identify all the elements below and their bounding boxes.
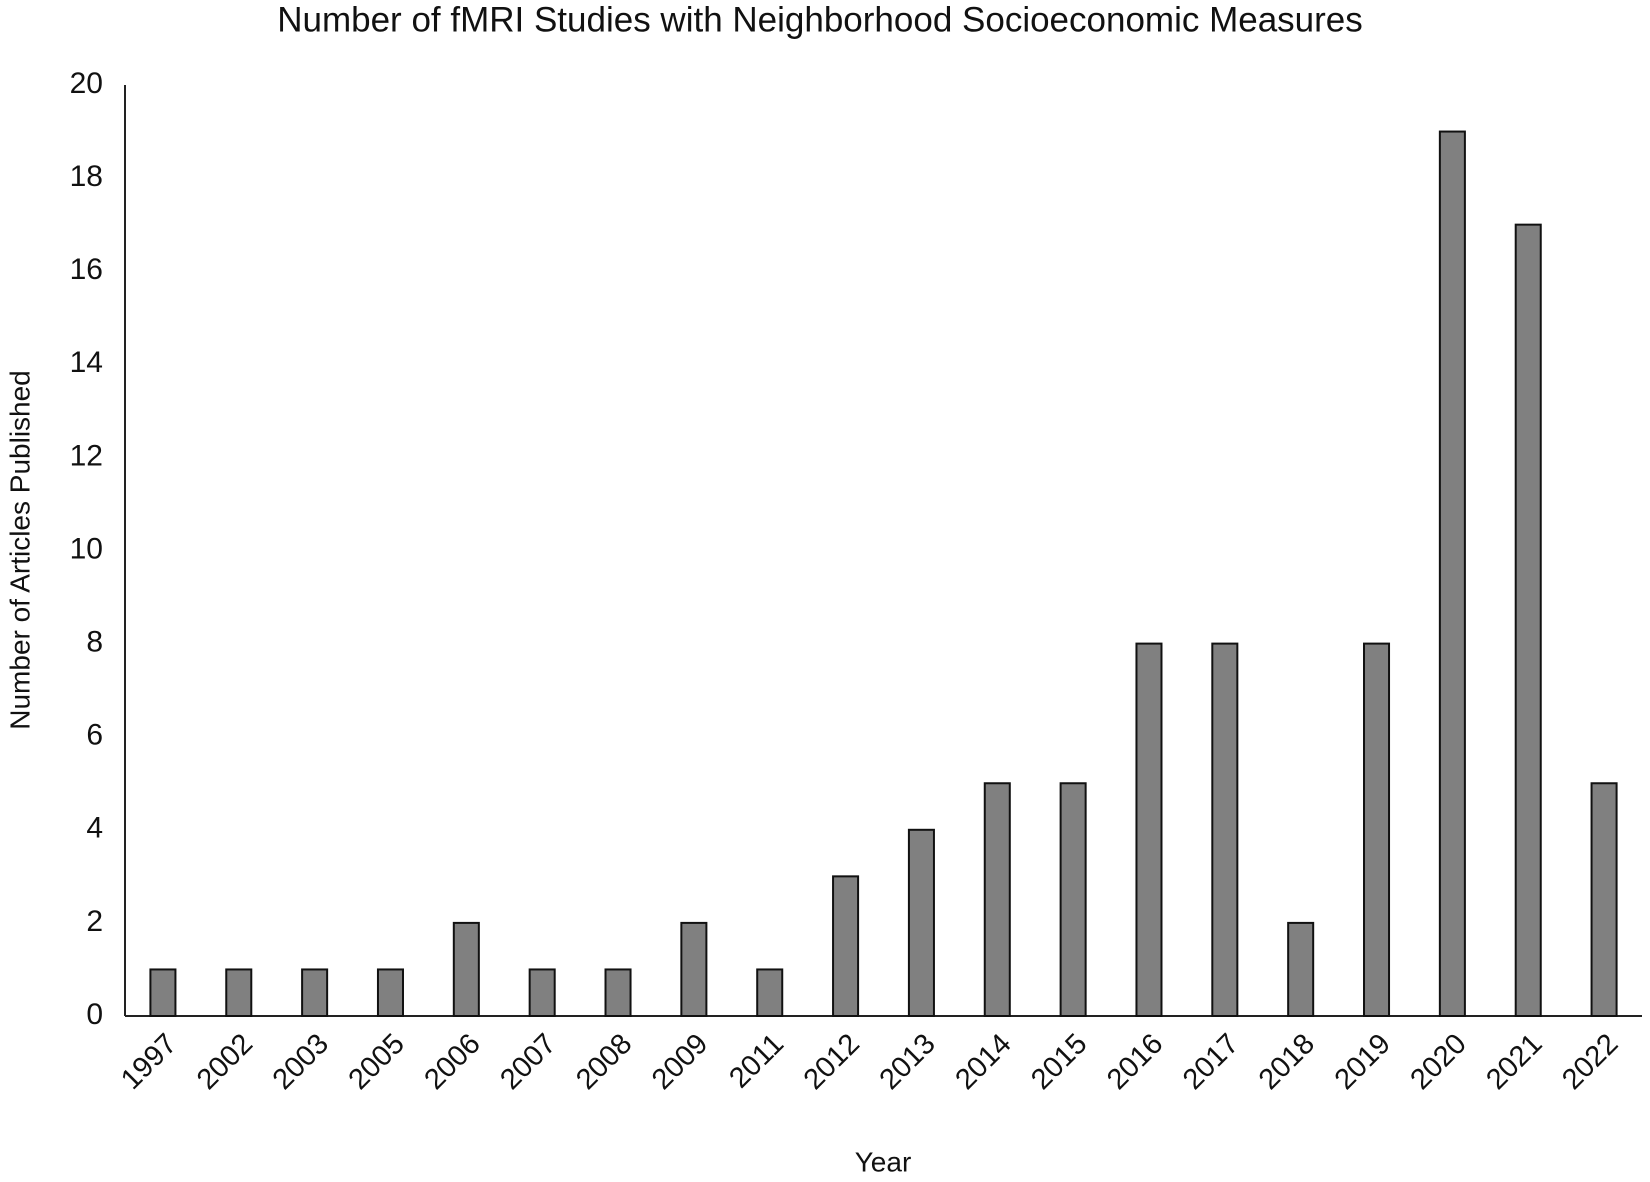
x-tick-label: 2013 xyxy=(874,1028,942,1096)
y-tick-label: 14 xyxy=(70,346,103,379)
x-tick-label: 2014 xyxy=(949,1028,1017,1096)
x-tick-label: 2016 xyxy=(1101,1028,1169,1096)
y-tick-label: 8 xyxy=(86,626,103,659)
x-axis-label: Year xyxy=(855,1146,912,1177)
bar xyxy=(1438,130,1466,1018)
y-tick-label: 12 xyxy=(70,439,103,472)
y-tick-label: 16 xyxy=(70,253,103,286)
y-tick-label: 18 xyxy=(70,160,103,193)
x-tick-label: 2002 xyxy=(191,1028,259,1096)
x-tick-label: 2022 xyxy=(1556,1028,1624,1096)
bar xyxy=(907,828,935,1017)
x-tick-label: 2008 xyxy=(570,1028,638,1096)
y-tick-label: 2 xyxy=(86,905,103,938)
x-tick-label: 2017 xyxy=(1177,1028,1245,1096)
x-tick-label: 2006 xyxy=(418,1028,486,1096)
x-tick-label: 2009 xyxy=(646,1028,714,1096)
y-axis-label: Number of Articles Published xyxy=(4,370,35,730)
bar xyxy=(832,875,860,1017)
x-tick-label: 2011 xyxy=(723,1028,790,1095)
bar xyxy=(528,968,556,1018)
bar xyxy=(1211,642,1239,1017)
x-tick-label: 2020 xyxy=(1404,1028,1472,1096)
x-tick-label: 1997 xyxy=(115,1028,183,1096)
bar xyxy=(604,968,632,1018)
bar xyxy=(1514,223,1542,1017)
bar xyxy=(1287,921,1315,1018)
bar xyxy=(756,968,784,1018)
bar xyxy=(452,921,480,1018)
bar xyxy=(376,968,404,1018)
x-tick-label: 2005 xyxy=(343,1028,411,1096)
x-tick-label: 2007 xyxy=(494,1028,562,1096)
y-tick-label: 6 xyxy=(86,719,103,752)
y-tick-label: 20 xyxy=(70,67,103,100)
chart-title: Number of fMRI Studies with Neighborhood… xyxy=(277,0,1363,39)
y-tick-label: 4 xyxy=(86,812,103,845)
x-tick-label: 2012 xyxy=(798,1028,866,1096)
x-tick-label: 2018 xyxy=(1253,1028,1321,1096)
bar xyxy=(983,782,1011,1017)
y-tick-label: 0 xyxy=(86,998,103,1031)
bar xyxy=(1135,642,1163,1017)
bar xyxy=(680,921,708,1018)
y-tick-label: 10 xyxy=(70,532,103,565)
x-tick-label: 2015 xyxy=(1025,1028,1093,1096)
x-tick-label: 2003 xyxy=(267,1028,335,1096)
bar xyxy=(225,968,253,1018)
bar xyxy=(1059,782,1087,1017)
bar xyxy=(1590,782,1618,1017)
bar xyxy=(301,968,329,1018)
x-tick-label: 2021 xyxy=(1480,1028,1548,1096)
x-tick-label: 2019 xyxy=(1329,1028,1397,1096)
bar xyxy=(1363,642,1391,1017)
bar xyxy=(149,968,177,1018)
